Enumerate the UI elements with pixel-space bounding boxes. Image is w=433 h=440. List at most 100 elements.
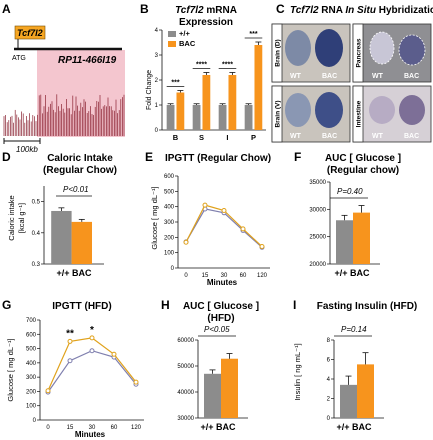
tile-bac-label: BAC — [322, 73, 337, 80]
bar — [221, 358, 238, 418]
panel-d-ylabel-2: [kcal g⁻¹] — [17, 203, 26, 233]
ish-tile-brain-ventral: Brain (V) WT BAC — [271, 85, 351, 143]
y-tick-label: 4 — [155, 28, 159, 34]
bar — [192, 105, 201, 130]
tile-label: Pancreas — [356, 38, 363, 67]
panel-f: F AUC [ Glucose ] (Regular chow) P=0.40 … — [294, 150, 401, 278]
y-tick-label: 300 — [26, 375, 37, 381]
panel-g: G IPGTT (HFD) Glucose [ mg dL⁻¹] Minutes… — [2, 298, 144, 439]
y-tick-label: 60000 — [177, 338, 194, 344]
y-tick-label: 2 — [155, 78, 159, 84]
legend-swatch — [168, 31, 176, 37]
panel-b-ylabel: Fold Change — [146, 70, 153, 110]
tile-label: Brain (V) — [275, 100, 282, 127]
x-tick-label: 0 — [184, 273, 188, 279]
chart-h: 30000 40000 50000 60000 — [177, 338, 248, 422]
y-tick-label: 40000 — [177, 390, 194, 396]
panel-h-xlabel: +/+ BAC — [200, 422, 236, 432]
bar — [218, 105, 227, 130]
panel-h-title-2: (HFD) — [207, 313, 234, 324]
y-tick-label: 0.5 — [32, 200, 41, 206]
data-point — [45, 388, 51, 394]
y-tick-label: 20000 — [309, 262, 326, 268]
x-tick-label: 120 — [257, 273, 268, 279]
data-point — [67, 358, 73, 364]
bar — [71, 221, 92, 264]
conservation-track — [3, 94, 125, 136]
chart-d: 0.3 0.4 0.5 — [32, 186, 104, 268]
significance-label: *** — [249, 31, 257, 38]
y-tick-label: 30000 — [309, 207, 326, 213]
panel-d-xlabel: +/+ BAC — [56, 268, 92, 278]
gene-label: Tcf7l2 — [17, 28, 43, 38]
wt-brain-ventral — [285, 93, 311, 127]
panel-e-title: IPGTT (Regular Chow) — [165, 153, 271, 164]
significance-label: ** — [66, 328, 74, 339]
bar — [202, 75, 211, 130]
y-tick-label: 0.3 — [32, 262, 41, 268]
legend-swatch — [168, 41, 176, 47]
data-point — [89, 335, 95, 341]
bar — [254, 45, 263, 130]
y-tick-label: 300 — [164, 220, 175, 226]
atg-label: ATG — [12, 55, 26, 62]
bar — [166, 105, 175, 130]
panel-h-letter: H — [161, 298, 170, 312]
panel-f-title-1: AUC [ Glucose ] — [325, 153, 401, 164]
panel-f-xlabel: +/+ BAC — [334, 268, 370, 278]
panel-g-ylabel: Glucose [ mg dL⁻¹] — [6, 338, 15, 401]
panel-b-title-2: Expression — [179, 17, 233, 28]
significance-label: **** — [222, 62, 233, 69]
bar — [204, 373, 221, 418]
tile-label: Intestine — [356, 100, 363, 127]
bar — [353, 212, 370, 264]
y-tick-label: 6 — [327, 358, 331, 364]
chart-b: 0 1 2 3 4 B *** S **** I **** P *** +/+BAC — [155, 28, 266, 142]
data-point — [89, 348, 95, 354]
panel-d-pvalue: P<0.01 — [63, 185, 89, 194]
series-line — [47, 350, 137, 393]
chart-i: 0 2 4 6 8 — [327, 338, 384, 422]
x-tick-label: S — [199, 133, 204, 142]
panel-d: D Caloric Intake (Regular Chow) Caloric … — [2, 150, 117, 278]
tile-wt-label: WT — [290, 133, 302, 140]
bac-clone-label: RP11-466I19 — [58, 55, 117, 66]
panel-g-letter: G — [2, 298, 11, 312]
y-tick-label: 50000 — [177, 364, 194, 370]
panel-g-xlabel: Minutes — [75, 430, 106, 439]
legend-label: BAC — [179, 39, 196, 48]
x-tick-label: 15 — [67, 425, 74, 431]
significance-label: **** — [196, 62, 207, 69]
tile-wt-label: WT — [290, 73, 302, 80]
panel-f-title-2: (Regular chow) — [327, 165, 399, 176]
panel-e-xlabel: Minutes — [207, 278, 238, 287]
bac-intestine — [399, 95, 425, 125]
tile-wt-label: WT — [372, 133, 384, 140]
y-tick-label: 0.4 — [32, 231, 41, 237]
y-tick-label: 600 — [26, 332, 37, 338]
bar — [176, 92, 185, 130]
x-tick-label: 120 — [131, 425, 142, 431]
legend-label: +/+ — [179, 29, 190, 38]
panel-b: B Tcf7l2 mRNA Expression Fold Change 0 1 2… — [140, 2, 266, 142]
x-tick-label: 0 — [46, 425, 50, 431]
panel-h-pvalue: P<0.05 — [204, 325, 230, 334]
panel-d-title-1: Caloric Intake — [47, 153, 113, 164]
tile-bac-label: BAC — [404, 133, 419, 140]
bac-brain-ventral — [315, 92, 343, 128]
scale-label: 100kb — [16, 145, 38, 154]
panel-i-title: Fasting Insulin (HFD) — [317, 301, 418, 312]
panel-i-xlabel: +/+ BAC — [336, 422, 372, 432]
panel-e-ylabel: Glucose [ mg dL⁻¹] — [150, 186, 159, 249]
wt-brain-dorsal — [285, 30, 311, 66]
ish-tile-intestine: Intestine WT BAC — [352, 85, 432, 143]
panel-c-title: Tcf7l2 RNA In Situ Hybridization — [290, 5, 433, 16]
y-tick-label: 0 — [155, 128, 159, 134]
x-tick-label: P — [251, 133, 256, 142]
panel-c: C Tcf7l2 RNA In Situ Hybridization Brain… — [271, 2, 433, 143]
data-point — [111, 351, 117, 357]
panel-e: E IPGTT (Regular Chow) Glucose [ mg dL⁻¹… — [145, 150, 271, 287]
panel-d-letter: D — [2, 150, 11, 164]
y-tick-label: 100 — [26, 404, 37, 410]
panel-a: A Tcf7l2 ATG RP11-466I19 100kb — [2, 2, 125, 154]
